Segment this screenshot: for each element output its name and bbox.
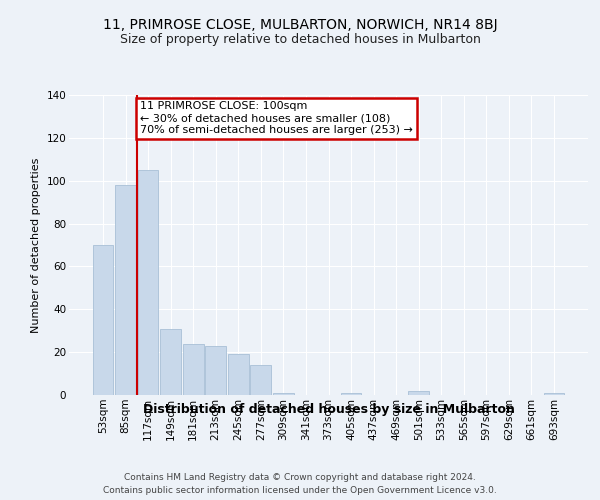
Bar xyxy=(341,393,361,395)
Text: 11 PRIMROSE CLOSE: 100sqm
← 30% of detached houses are smaller (108)
70% of semi: 11 PRIMROSE CLOSE: 100sqm ← 30% of detac… xyxy=(140,102,413,134)
Bar xyxy=(250,365,271,395)
Bar xyxy=(273,393,294,395)
Text: 11, PRIMROSE CLOSE, MULBARTON, NORWICH, NR14 8BJ: 11, PRIMROSE CLOSE, MULBARTON, NORWICH, … xyxy=(103,18,497,32)
Bar xyxy=(160,328,181,395)
Text: Size of property relative to detached houses in Mulbarton: Size of property relative to detached ho… xyxy=(119,32,481,46)
Text: Contains HM Land Registry data © Crown copyright and database right 2024.: Contains HM Land Registry data © Crown c… xyxy=(124,472,476,482)
Bar xyxy=(409,390,429,395)
Y-axis label: Number of detached properties: Number of detached properties xyxy=(31,158,41,332)
Text: Contains public sector information licensed under the Open Government Licence v3: Contains public sector information licen… xyxy=(103,486,497,495)
Bar xyxy=(137,170,158,395)
Bar xyxy=(183,344,203,395)
Bar xyxy=(205,346,226,395)
Bar xyxy=(544,393,565,395)
Bar xyxy=(228,354,248,395)
Bar xyxy=(115,185,136,395)
Bar xyxy=(92,245,113,395)
Text: Distribution of detached houses by size in Mulbarton: Distribution of detached houses by size … xyxy=(143,402,515,415)
